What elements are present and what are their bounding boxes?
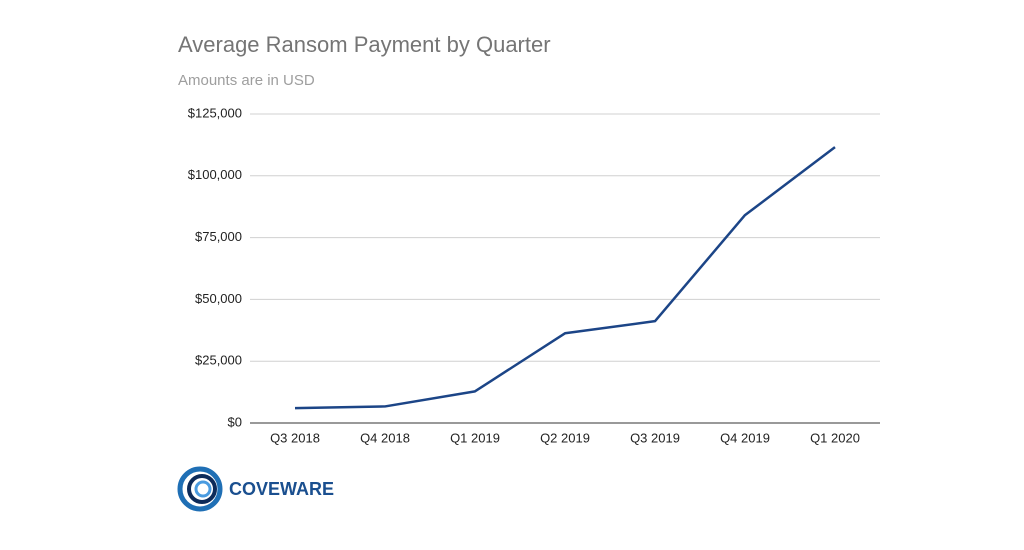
x-tick-label: Q2 2019: [540, 430, 590, 445]
x-tick-label: Q1 2020: [810, 430, 860, 445]
y-tick-label: $25,000: [195, 353, 242, 368]
logo-ring: [187, 474, 217, 504]
x-tick-label: Q4 2019: [720, 430, 770, 445]
x-tick-label: Q3 2019: [630, 430, 680, 445]
x-tick-label: Q4 2018: [360, 430, 410, 445]
logo-ring: [177, 466, 223, 512]
y-tick-label: $125,000: [188, 105, 242, 120]
y-tick-label: $0: [228, 414, 242, 429]
x-tick-label: Q3 2018: [270, 430, 320, 445]
x-tick-label: Q1 2019: [450, 430, 500, 445]
y-tick-label: $75,000: [195, 229, 242, 244]
y-tick-label: $100,000: [188, 167, 242, 182]
logo-text: COVEWARE: [229, 479, 334, 499]
logo: COVEWARE: [177, 466, 334, 512]
chart-title: Average Ransom Payment by Quarter: [178, 32, 551, 57]
chart-subtitle: Amounts are in USD: [178, 72, 315, 89]
data-line: [294, 146, 836, 410]
logo-ring: [194, 480, 212, 498]
y-tick-label: $50,000: [195, 291, 242, 306]
